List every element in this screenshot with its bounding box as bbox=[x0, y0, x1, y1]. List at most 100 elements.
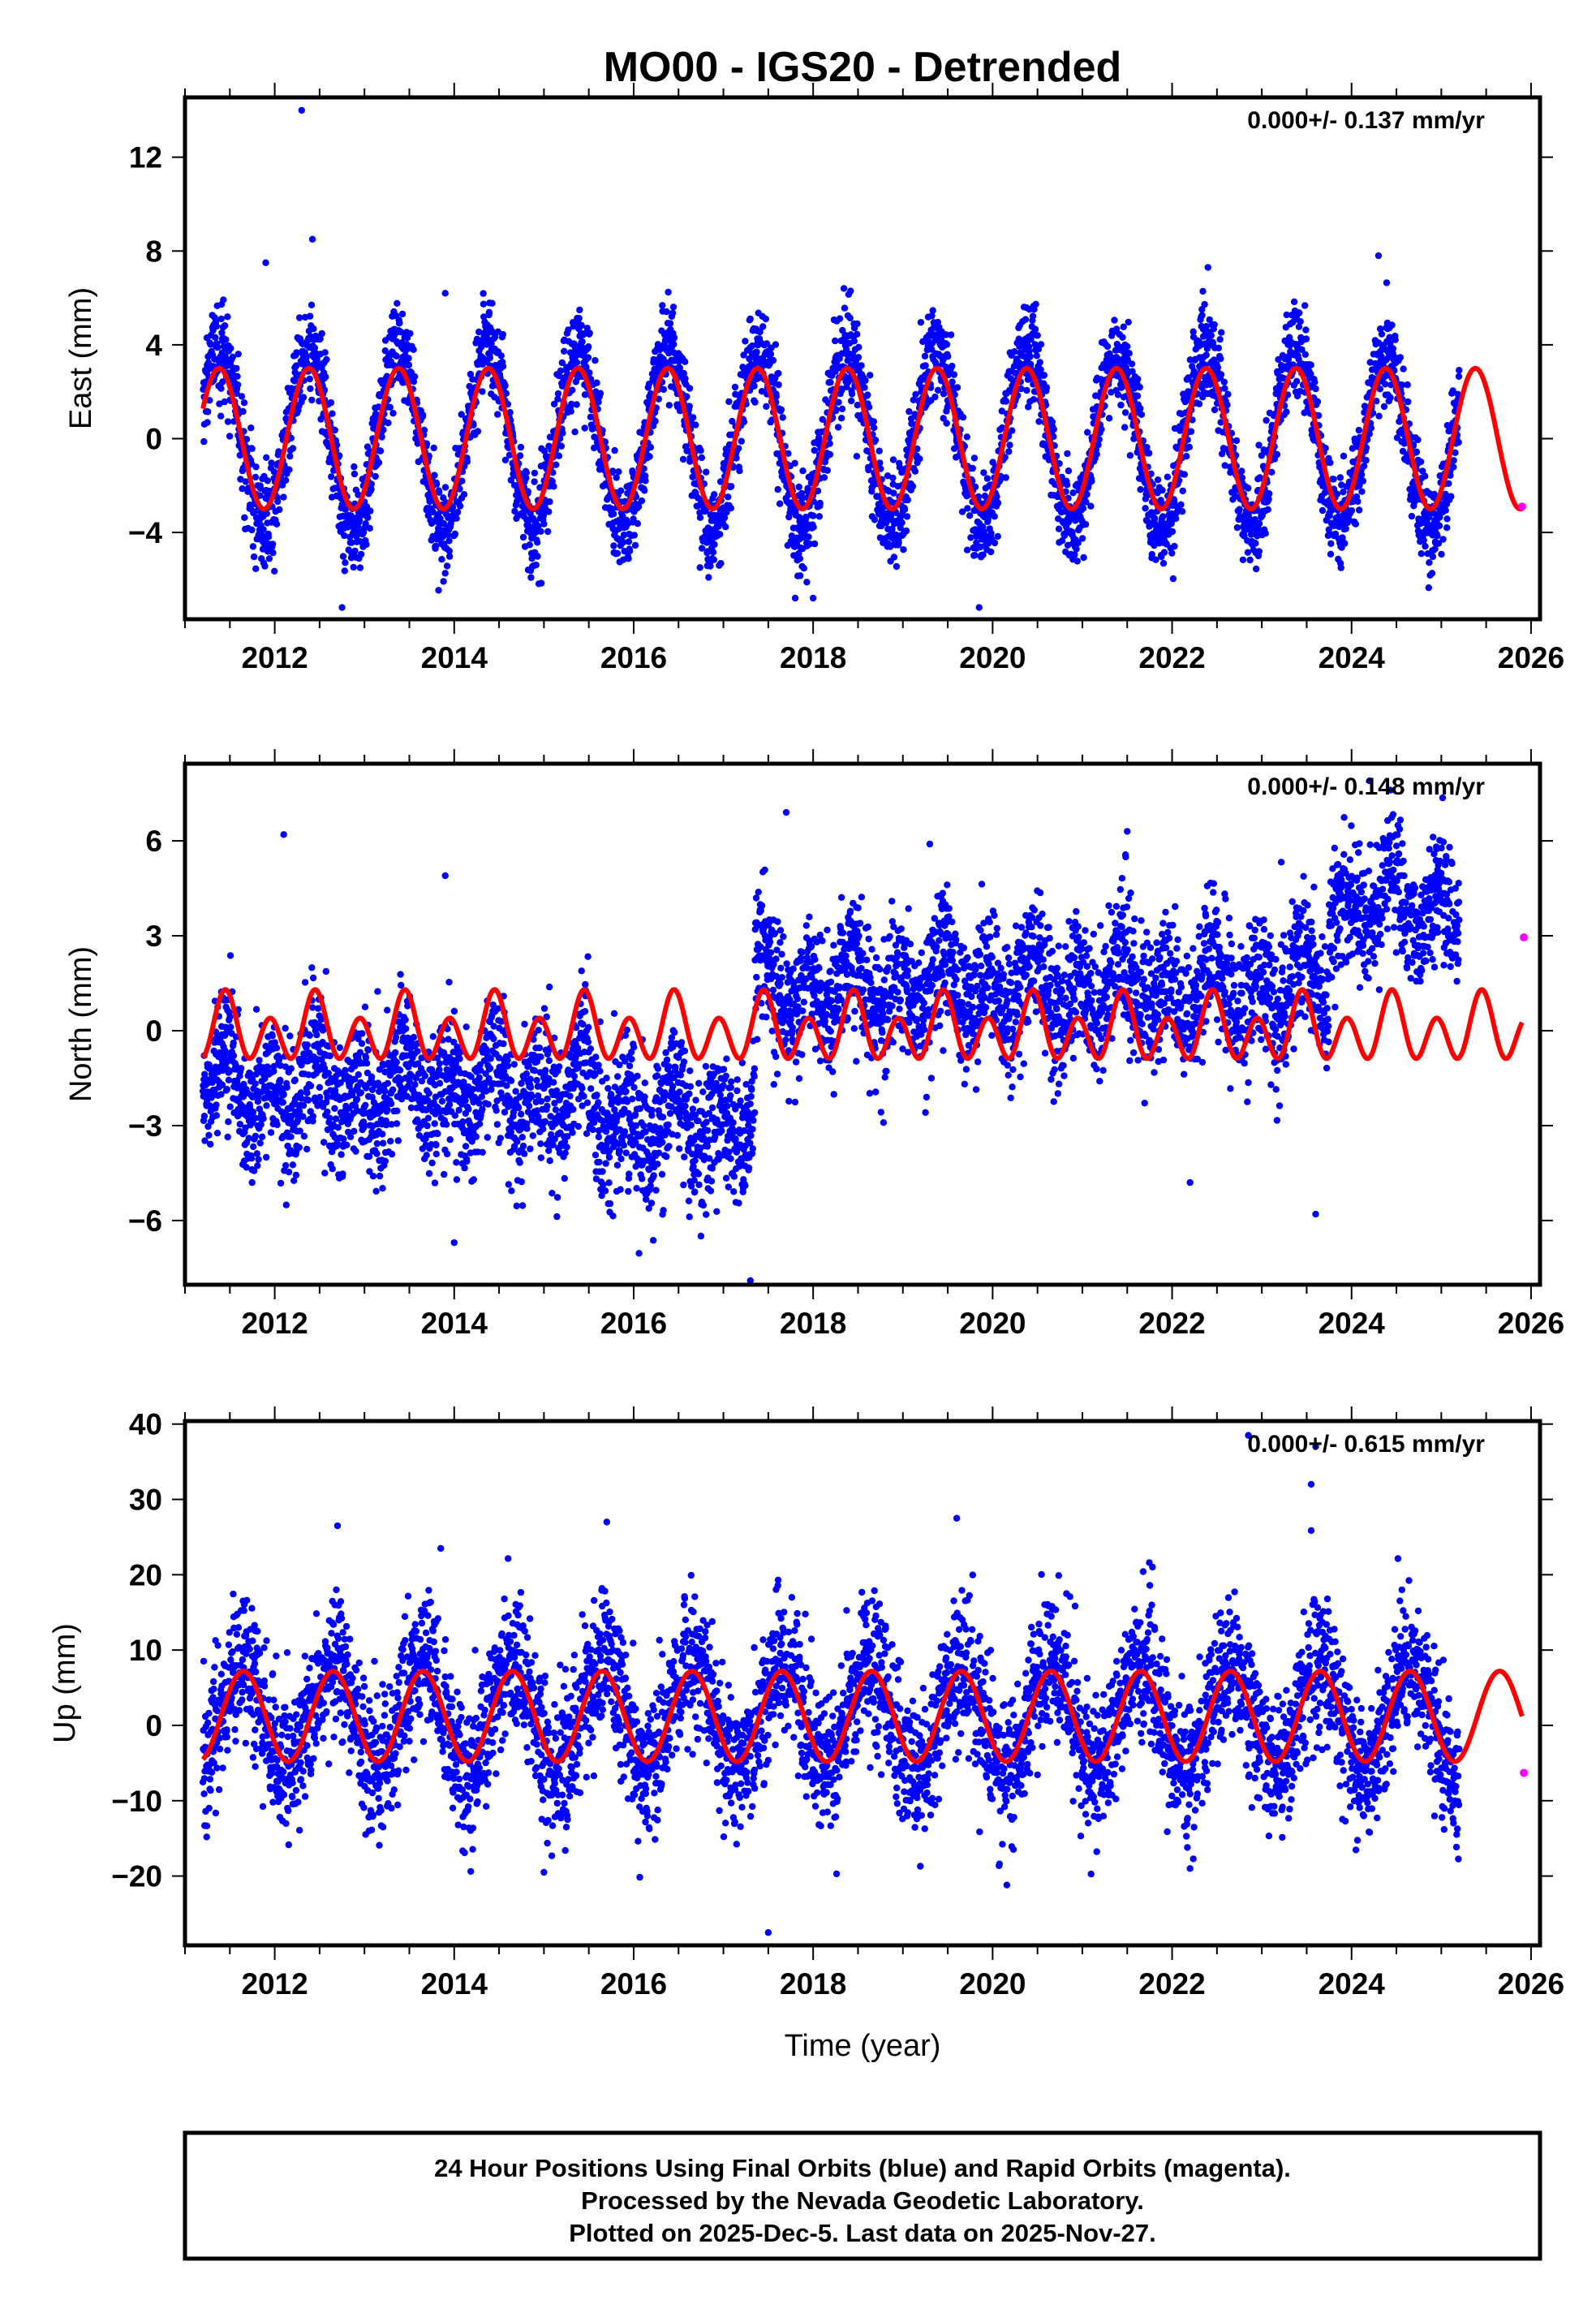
data-point bbox=[557, 367, 565, 375]
data-point bbox=[219, 1066, 227, 1074]
data-point bbox=[1454, 390, 1462, 398]
data-point bbox=[1358, 488, 1366, 495]
data-point bbox=[372, 472, 379, 480]
data-point bbox=[1442, 490, 1449, 498]
data-point bbox=[1181, 471, 1189, 478]
data-point bbox=[731, 383, 739, 391]
data-point bbox=[846, 314, 854, 321]
data-point bbox=[458, 477, 466, 485]
data-point bbox=[1221, 385, 1228, 392]
data-point bbox=[1430, 510, 1438, 517]
data-point bbox=[250, 553, 258, 561]
data-point bbox=[237, 1065, 245, 1072]
data-point bbox=[423, 440, 431, 447]
data-point bbox=[275, 448, 282, 455]
data-point bbox=[870, 424, 878, 432]
data-point bbox=[1420, 536, 1427, 544]
data-point bbox=[263, 454, 270, 461]
data-point bbox=[1246, 556, 1254, 564]
data-point bbox=[1373, 398, 1380, 405]
data-point bbox=[1129, 368, 1136, 375]
data-point bbox=[1159, 513, 1167, 520]
data-point bbox=[1455, 438, 1462, 446]
data-point bbox=[890, 489, 897, 497]
data-point bbox=[261, 562, 269, 570]
data-point bbox=[820, 474, 828, 481]
data-point bbox=[698, 454, 705, 462]
data-point bbox=[619, 539, 627, 546]
data-point bbox=[419, 411, 427, 419]
data-point bbox=[1074, 539, 1082, 547]
data-point bbox=[810, 523, 817, 531]
data-point bbox=[440, 578, 447, 585]
data-point bbox=[1456, 367, 1463, 374]
final-orbit-points bbox=[199, 777, 1463, 1285]
data-point bbox=[555, 452, 563, 459]
data-point bbox=[1138, 411, 1146, 418]
data-point bbox=[1314, 398, 1322, 406]
data-point bbox=[811, 540, 819, 548]
data-point bbox=[907, 415, 915, 423]
data-point bbox=[895, 539, 902, 546]
data-point bbox=[1217, 371, 1225, 378]
data-point bbox=[226, 952, 234, 959]
data-point bbox=[652, 417, 659, 425]
data-point bbox=[380, 426, 387, 433]
data-point bbox=[1058, 537, 1066, 545]
data-point bbox=[1388, 321, 1396, 329]
panel-east: 2012 2014 2016 2018 2020 2022 2024 2026−404812E… bbox=[64, 83, 1564, 674]
data-point bbox=[212, 334, 219, 341]
data-point bbox=[1121, 409, 1129, 416]
data-point bbox=[366, 524, 373, 532]
data-point bbox=[841, 304, 849, 312]
data-point bbox=[1217, 355, 1224, 363]
data-point bbox=[758, 388, 766, 395]
data-point bbox=[1434, 532, 1441, 540]
data-point bbox=[575, 315, 583, 322]
data-point bbox=[901, 506, 909, 513]
data-point bbox=[615, 468, 622, 476]
data-point bbox=[559, 429, 566, 437]
data-point bbox=[1341, 540, 1349, 547]
data-point bbox=[1146, 450, 1153, 457]
data-point bbox=[759, 323, 767, 330]
data-point bbox=[573, 401, 580, 408]
data-point bbox=[705, 574, 712, 581]
data-point bbox=[660, 385, 668, 394]
data-point bbox=[1383, 279, 1391, 286]
data-point bbox=[969, 464, 977, 472]
data-point bbox=[896, 463, 904, 471]
data-point bbox=[1359, 477, 1367, 485]
data-point bbox=[1413, 448, 1421, 455]
data-point bbox=[663, 308, 670, 316]
data-point bbox=[252, 473, 260, 481]
data-point bbox=[698, 545, 706, 552]
data-point bbox=[1333, 490, 1341, 497]
data-point bbox=[1179, 487, 1186, 495]
data-point bbox=[314, 359, 321, 366]
data-point bbox=[1283, 311, 1290, 319]
data-point bbox=[1207, 332, 1215, 339]
data-point bbox=[501, 382, 509, 390]
data-point bbox=[225, 1118, 232, 1126]
data-point bbox=[1378, 330, 1386, 338]
data-point bbox=[435, 489, 443, 496]
data-point bbox=[1221, 462, 1228, 469]
data-point bbox=[1159, 486, 1166, 494]
data-point bbox=[624, 520, 631, 528]
data-point bbox=[213, 1101, 220, 1109]
data-point bbox=[1232, 437, 1241, 445]
outlier-point bbox=[338, 604, 346, 611]
data-point bbox=[1426, 559, 1433, 566]
data-point bbox=[888, 525, 896, 532]
data-point bbox=[1159, 559, 1168, 567]
data-point bbox=[1245, 485, 1252, 492]
data-point bbox=[308, 396, 316, 404]
data-point bbox=[904, 496, 912, 504]
data-point bbox=[1455, 373, 1463, 380]
data-point bbox=[1297, 318, 1304, 325]
data-point bbox=[239, 407, 247, 416]
data-point bbox=[867, 372, 874, 379]
data-point bbox=[1241, 528, 1248, 535]
data-point bbox=[716, 531, 724, 538]
